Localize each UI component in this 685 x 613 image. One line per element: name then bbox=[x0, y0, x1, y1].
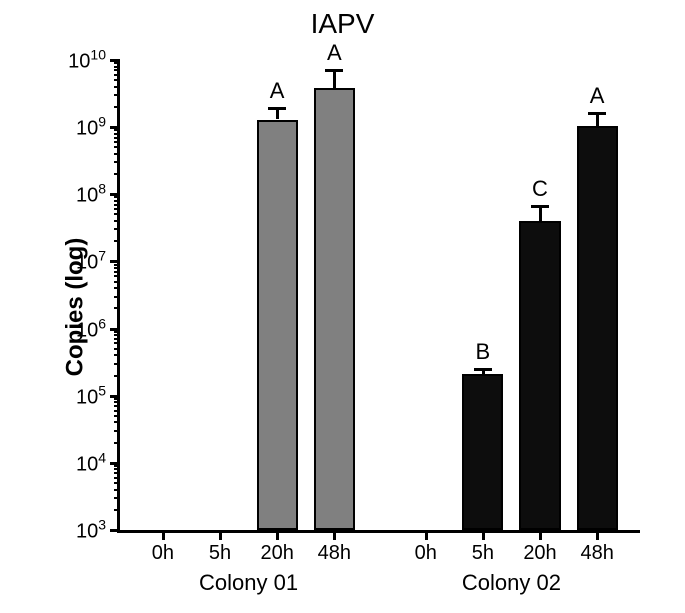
y-minor-tick bbox=[114, 66, 120, 68]
y-tick-label: 1010 bbox=[68, 47, 120, 74]
error-bar bbox=[539, 206, 542, 221]
significance-label: B bbox=[476, 339, 491, 365]
y-minor-tick bbox=[114, 405, 120, 407]
y-minor-tick bbox=[114, 472, 120, 474]
y-minor-tick bbox=[114, 133, 120, 135]
x-axis bbox=[117, 530, 640, 533]
error-cap bbox=[325, 69, 343, 72]
y-minor-tick bbox=[114, 287, 120, 289]
y-minor-tick bbox=[114, 228, 120, 230]
y-minor-tick bbox=[114, 354, 120, 356]
y-minor-tick bbox=[114, 173, 120, 175]
y-minor-tick bbox=[114, 213, 120, 215]
y-minor-tick bbox=[114, 415, 120, 417]
y-minor-tick bbox=[114, 86, 120, 88]
y-minor-tick bbox=[114, 489, 120, 491]
y-minor-tick bbox=[114, 129, 120, 131]
y-minor-tick bbox=[114, 342, 120, 344]
bar bbox=[519, 221, 560, 530]
y-minor-tick bbox=[114, 421, 120, 423]
y-minor-tick bbox=[114, 275, 120, 277]
group-label: Colony 01 bbox=[199, 530, 298, 596]
bar bbox=[577, 126, 618, 530]
y-minor-tick bbox=[114, 281, 120, 283]
y-minor-tick bbox=[114, 331, 120, 333]
error-cap bbox=[474, 368, 492, 371]
significance-label: A bbox=[590, 83, 605, 109]
y-minor-tick bbox=[114, 271, 120, 273]
y-minor-tick bbox=[114, 363, 120, 365]
plot-area: 10310410510610710810910100h5h20hA48hACol… bbox=[120, 60, 640, 530]
y-minor-tick bbox=[114, 240, 120, 242]
y-minor-tick bbox=[114, 398, 120, 400]
x-tick-label: 0h bbox=[152, 530, 174, 565]
y-minor-tick bbox=[114, 267, 120, 269]
y-minor-tick bbox=[114, 69, 120, 71]
x-tick-label: 0h bbox=[415, 530, 437, 565]
y-minor-tick bbox=[114, 106, 120, 108]
chart-container: IAPV Copies (log) 1031041051061071081091… bbox=[0, 0, 685, 613]
chart-title: IAPV bbox=[0, 8, 685, 40]
y-minor-tick bbox=[114, 401, 120, 403]
y-minor-tick bbox=[114, 338, 120, 340]
y-tick-label: 103 bbox=[76, 517, 120, 544]
significance-label: C bbox=[532, 176, 548, 202]
y-minor-tick bbox=[114, 430, 120, 432]
x-tick-label: 48h bbox=[318, 530, 351, 565]
y-minor-tick bbox=[114, 200, 120, 202]
y-minor-tick bbox=[114, 79, 120, 81]
significance-label: A bbox=[327, 40, 342, 66]
error-cap bbox=[268, 107, 286, 110]
y-minor-tick bbox=[114, 375, 120, 377]
y-minor-tick bbox=[114, 141, 120, 143]
y-minor-tick bbox=[114, 137, 120, 139]
y-minor-tick bbox=[114, 161, 120, 163]
y-minor-tick bbox=[114, 153, 120, 155]
y-minor-tick bbox=[114, 477, 120, 479]
y-minor-tick bbox=[114, 509, 120, 511]
y-minor-tick bbox=[114, 204, 120, 206]
error-cap bbox=[588, 112, 606, 115]
error-bar bbox=[333, 70, 336, 88]
y-minor-tick bbox=[114, 442, 120, 444]
y-minor-tick bbox=[114, 94, 120, 96]
y-minor-tick bbox=[114, 220, 120, 222]
y-minor-tick bbox=[114, 62, 120, 64]
y-minor-tick bbox=[114, 348, 120, 350]
y-minor-tick bbox=[114, 307, 120, 309]
y-minor-tick bbox=[114, 146, 120, 148]
y-minor-tick bbox=[114, 482, 120, 484]
bar bbox=[462, 374, 503, 530]
y-minor-tick bbox=[114, 196, 120, 198]
bar bbox=[257, 120, 298, 531]
y-minor-tick bbox=[114, 74, 120, 76]
y-minor-tick bbox=[114, 264, 120, 266]
y-minor-tick bbox=[114, 468, 120, 470]
y-minor-tick bbox=[114, 497, 120, 499]
error-cap bbox=[531, 205, 549, 208]
x-tick-label: 48h bbox=[580, 530, 613, 565]
bar bbox=[314, 88, 355, 530]
significance-label: A bbox=[270, 78, 285, 104]
y-minor-tick bbox=[114, 334, 120, 336]
y-minor-tick bbox=[114, 208, 120, 210]
group-label: Colony 02 bbox=[462, 530, 561, 596]
y-minor-tick bbox=[114, 296, 120, 298]
y-minor-tick bbox=[114, 410, 120, 412]
y-minor-tick bbox=[114, 465, 120, 467]
